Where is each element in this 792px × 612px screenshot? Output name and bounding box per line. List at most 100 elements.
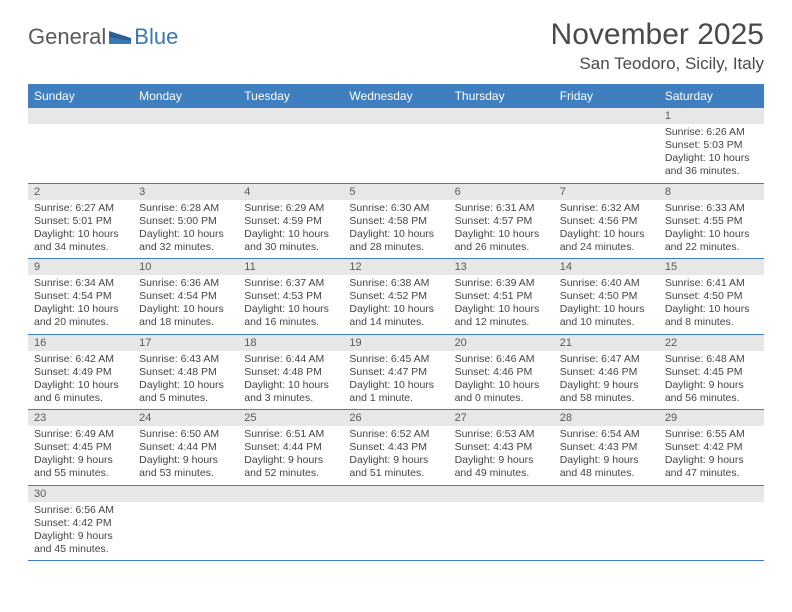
day-info: Sunrise: 6:29 AMSunset: 4:59 PMDaylight:… [238,200,343,259]
calendar-table: SundayMondayTuesdayWednesdayThursdayFrid… [28,84,764,561]
calendar-cell: 20Sunrise: 6:46 AMSunset: 4:46 PMDayligh… [449,334,554,410]
day-info: Sunrise: 6:41 AMSunset: 4:50 PMDaylight:… [659,275,764,334]
logo-text-general: General [28,24,106,50]
day-header: Wednesday [343,84,448,108]
calendar-week-row: 2Sunrise: 6:27 AMSunset: 5:01 PMDaylight… [28,183,764,259]
day-info: Sunrise: 6:33 AMSunset: 4:55 PMDaylight:… [659,200,764,259]
calendar-cell: 16Sunrise: 6:42 AMSunset: 4:49 PMDayligh… [28,334,133,410]
calendar-cell: 1Sunrise: 6:26 AMSunset: 5:03 PMDaylight… [659,108,764,183]
day-info: Sunrise: 6:40 AMSunset: 4:50 PMDaylight:… [554,275,659,334]
day-info: Sunrise: 6:39 AMSunset: 4:51 PMDaylight:… [449,275,554,334]
calendar-cell: 7Sunrise: 6:32 AMSunset: 4:56 PMDaylight… [554,183,659,259]
day-number: 22 [659,335,764,351]
month-title: November 2025 [551,18,764,52]
calendar-cell [449,108,554,183]
day-info: Sunrise: 6:27 AMSunset: 5:01 PMDaylight:… [28,200,133,259]
calendar-cell: 25Sunrise: 6:51 AMSunset: 4:44 PMDayligh… [238,410,343,486]
calendar-week-row: 16Sunrise: 6:42 AMSunset: 4:49 PMDayligh… [28,334,764,410]
calendar-cell: 24Sunrise: 6:50 AMSunset: 4:44 PMDayligh… [133,410,238,486]
day-number: 21 [554,335,659,351]
logo-text-blue: Blue [134,24,178,50]
calendar-cell: 27Sunrise: 6:53 AMSunset: 4:43 PMDayligh… [449,410,554,486]
calendar-cell: 28Sunrise: 6:54 AMSunset: 4:43 PMDayligh… [554,410,659,486]
calendar-cell: 14Sunrise: 6:40 AMSunset: 4:50 PMDayligh… [554,259,659,335]
calendar-cell: 29Sunrise: 6:55 AMSunset: 4:42 PMDayligh… [659,410,764,486]
day-number [449,108,554,124]
day-info: Sunrise: 6:55 AMSunset: 4:42 PMDaylight:… [659,426,764,485]
calendar-cell: 13Sunrise: 6:39 AMSunset: 4:51 PMDayligh… [449,259,554,335]
header: General Blue November 2025 San Teodoro, … [28,18,764,74]
calendar-cell: 5Sunrise: 6:30 AMSunset: 4:58 PMDaylight… [343,183,448,259]
day-number: 13 [449,259,554,275]
calendar-cell [659,485,764,561]
calendar-cell [133,108,238,183]
calendar-cell: 10Sunrise: 6:36 AMSunset: 4:54 PMDayligh… [133,259,238,335]
day-info: Sunrise: 6:54 AMSunset: 4:43 PMDaylight:… [554,426,659,485]
day-number: 27 [449,410,554,426]
day-number: 26 [343,410,448,426]
day-number: 25 [238,410,343,426]
day-number [659,486,764,502]
day-number [238,108,343,124]
calendar-week-row: 30Sunrise: 6:56 AMSunset: 4:42 PMDayligh… [28,485,764,561]
day-number: 7 [554,184,659,200]
day-info: Sunrise: 6:53 AMSunset: 4:43 PMDaylight:… [449,426,554,485]
day-number: 1 [659,108,764,124]
day-number: 20 [449,335,554,351]
day-header: Friday [554,84,659,108]
calendar-cell: 2Sunrise: 6:27 AMSunset: 5:01 PMDaylight… [28,183,133,259]
day-number: 23 [28,410,133,426]
day-info: Sunrise: 6:48 AMSunset: 4:45 PMDaylight:… [659,351,764,410]
day-number [133,108,238,124]
day-number: 3 [133,184,238,200]
day-info: Sunrise: 6:38 AMSunset: 4:52 PMDaylight:… [343,275,448,334]
calendar-body: 1Sunrise: 6:26 AMSunset: 5:03 PMDaylight… [28,108,764,561]
day-number: 30 [28,486,133,502]
day-number: 15 [659,259,764,275]
day-info: Sunrise: 6:36 AMSunset: 4:54 PMDaylight:… [133,275,238,334]
day-info: Sunrise: 6:52 AMSunset: 4:43 PMDaylight:… [343,426,448,485]
day-info: Sunrise: 6:31 AMSunset: 4:57 PMDaylight:… [449,200,554,259]
day-number: 19 [343,335,448,351]
calendar-week-row: 9Sunrise: 6:34 AMSunset: 4:54 PMDaylight… [28,259,764,335]
day-number [343,486,448,502]
day-info: Sunrise: 6:28 AMSunset: 5:00 PMDaylight:… [133,200,238,259]
calendar-cell [238,108,343,183]
calendar-cell: 11Sunrise: 6:37 AMSunset: 4:53 PMDayligh… [238,259,343,335]
calendar-cell: 30Sunrise: 6:56 AMSunset: 4:42 PMDayligh… [28,485,133,561]
day-info: Sunrise: 6:50 AMSunset: 4:44 PMDaylight:… [133,426,238,485]
calendar-cell [554,485,659,561]
calendar-cell: 4Sunrise: 6:29 AMSunset: 4:59 PMDaylight… [238,183,343,259]
day-info: Sunrise: 6:45 AMSunset: 4:47 PMDaylight:… [343,351,448,410]
day-header: Tuesday [238,84,343,108]
calendar-cell: 26Sunrise: 6:52 AMSunset: 4:43 PMDayligh… [343,410,448,486]
calendar-cell [28,108,133,183]
day-header: Monday [133,84,238,108]
calendar-cell: 12Sunrise: 6:38 AMSunset: 4:52 PMDayligh… [343,259,448,335]
day-header: Saturday [659,84,764,108]
day-number: 11 [238,259,343,275]
calendar-cell: 23Sunrise: 6:49 AMSunset: 4:45 PMDayligh… [28,410,133,486]
day-number [343,108,448,124]
day-number: 17 [133,335,238,351]
calendar-cell: 19Sunrise: 6:45 AMSunset: 4:47 PMDayligh… [343,334,448,410]
calendar-cell [343,485,448,561]
day-info: Sunrise: 6:46 AMSunset: 4:46 PMDaylight:… [449,351,554,410]
calendar-week-row: 1Sunrise: 6:26 AMSunset: 5:03 PMDaylight… [28,108,764,183]
day-info: Sunrise: 6:49 AMSunset: 4:45 PMDaylight:… [28,426,133,485]
day-number: 6 [449,184,554,200]
calendar-cell: 18Sunrise: 6:44 AMSunset: 4:48 PMDayligh… [238,334,343,410]
calendar-cell [343,108,448,183]
calendar-cell: 8Sunrise: 6:33 AMSunset: 4:55 PMDaylight… [659,183,764,259]
day-number: 14 [554,259,659,275]
day-number [238,486,343,502]
day-info: Sunrise: 6:30 AMSunset: 4:58 PMDaylight:… [343,200,448,259]
day-number: 10 [133,259,238,275]
calendar-cell: 21Sunrise: 6:47 AMSunset: 4:46 PMDayligh… [554,334,659,410]
day-number [133,486,238,502]
calendar-cell [238,485,343,561]
calendar-cell: 15Sunrise: 6:41 AMSunset: 4:50 PMDayligh… [659,259,764,335]
day-number: 29 [659,410,764,426]
day-info: Sunrise: 6:47 AMSunset: 4:46 PMDaylight:… [554,351,659,410]
day-info: Sunrise: 6:44 AMSunset: 4:48 PMDaylight:… [238,351,343,410]
